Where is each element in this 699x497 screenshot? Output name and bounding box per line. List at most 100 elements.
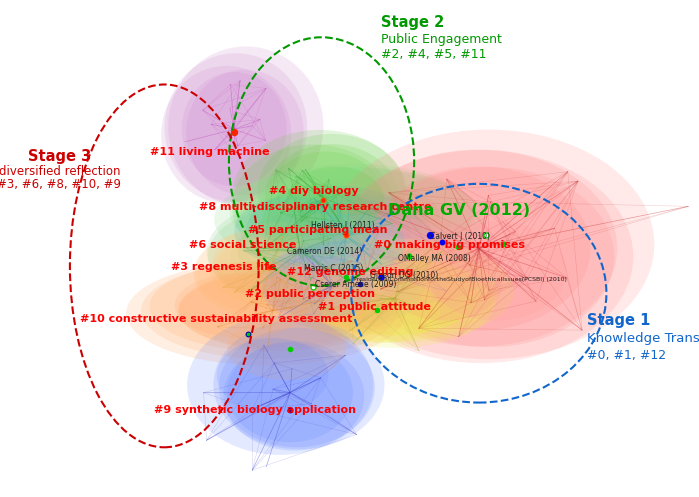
- Ellipse shape: [294, 236, 451, 318]
- Text: Knowledge Transfer: Knowledge Transfer: [587, 332, 699, 345]
- Text: Hellsten I (2011): Hellsten I (2011): [311, 221, 375, 230]
- Point: [243, 330, 254, 338]
- Ellipse shape: [207, 199, 393, 304]
- Ellipse shape: [231, 214, 387, 303]
- Text: Dana GV (2012): Dana GV (2012): [388, 203, 530, 218]
- Ellipse shape: [150, 262, 383, 351]
- Ellipse shape: [256, 168, 459, 250]
- Ellipse shape: [287, 166, 384, 236]
- Ellipse shape: [168, 46, 324, 206]
- Text: Stage 2: Stage 2: [381, 15, 444, 30]
- Ellipse shape: [259, 241, 424, 331]
- Point: [403, 252, 415, 260]
- Point: [424, 231, 435, 239]
- Point: [308, 283, 319, 291]
- Text: Stage 3: Stage 3: [28, 149, 91, 164]
- Ellipse shape: [161, 66, 291, 203]
- Point: [308, 283, 319, 291]
- Text: Marris C (2015): Marris C (2015): [304, 264, 363, 273]
- Point: [340, 231, 352, 239]
- Text: #12 genome editing: #12 genome editing: [287, 267, 413, 277]
- Point: [340, 231, 352, 239]
- Ellipse shape: [208, 207, 379, 304]
- Point: [452, 243, 463, 251]
- Ellipse shape: [246, 185, 422, 276]
- Text: PresidentialCommissionfortheStudyofBioethicalIssues(PCSBI) (2010): PresidentialCommissionfortheStudyofBioet…: [353, 277, 567, 282]
- Ellipse shape: [259, 179, 440, 253]
- Ellipse shape: [224, 341, 364, 451]
- Text: Cserer Amelie (2009): Cserer Amelie (2009): [315, 280, 396, 289]
- Ellipse shape: [279, 215, 469, 312]
- Ellipse shape: [193, 229, 348, 319]
- Text: #2, #4, #5, #11: #2, #4, #5, #11: [381, 48, 487, 61]
- Point: [264, 263, 275, 271]
- Ellipse shape: [217, 338, 329, 413]
- Ellipse shape: [301, 214, 405, 273]
- Text: Calvert J (2010): Calvert J (2010): [430, 232, 490, 241]
- Text: Stage 1: Stage 1: [587, 313, 651, 328]
- Ellipse shape: [126, 261, 405, 365]
- Text: #9 synthetic biology application: #9 synthetic biology application: [154, 405, 356, 415]
- Point: [243, 330, 254, 338]
- Ellipse shape: [210, 235, 328, 306]
- Ellipse shape: [227, 343, 353, 442]
- Point: [317, 196, 329, 204]
- Ellipse shape: [238, 210, 379, 292]
- Ellipse shape: [271, 246, 409, 323]
- Ellipse shape: [278, 196, 411, 267]
- Ellipse shape: [284, 194, 432, 272]
- Ellipse shape: [259, 214, 377, 278]
- Ellipse shape: [367, 166, 591, 331]
- Ellipse shape: [340, 150, 617, 346]
- Point: [354, 280, 366, 288]
- Ellipse shape: [219, 328, 375, 447]
- Ellipse shape: [281, 232, 454, 322]
- Ellipse shape: [296, 258, 495, 348]
- Ellipse shape: [287, 204, 405, 268]
- Ellipse shape: [276, 253, 388, 318]
- Ellipse shape: [262, 256, 374, 321]
- Ellipse shape: [213, 222, 343, 300]
- Point: [480, 231, 491, 239]
- Point: [375, 273, 387, 281]
- Ellipse shape: [426, 221, 566, 321]
- Ellipse shape: [273, 200, 434, 284]
- Ellipse shape: [279, 245, 498, 341]
- Text: #6 social science: #6 social science: [189, 240, 296, 249]
- Text: #3, #6, #8, #10, #9: #3, #6, #8, #10, #9: [0, 178, 122, 191]
- Ellipse shape: [363, 167, 614, 347]
- Text: Public Engagement: Public Engagement: [381, 33, 502, 46]
- Ellipse shape: [187, 316, 373, 455]
- Text: Gibson DG (2010): Gibson DG (2010): [370, 271, 439, 280]
- Ellipse shape: [232, 145, 394, 267]
- Ellipse shape: [276, 239, 514, 343]
- Ellipse shape: [234, 196, 353, 266]
- Point: [284, 406, 296, 414]
- Ellipse shape: [297, 244, 402, 308]
- Ellipse shape: [178, 269, 389, 351]
- Text: #2 public perception: #2 public perception: [245, 289, 375, 299]
- Ellipse shape: [195, 230, 338, 314]
- Ellipse shape: [141, 262, 398, 359]
- Ellipse shape: [258, 134, 405, 247]
- Ellipse shape: [266, 152, 384, 246]
- Ellipse shape: [227, 316, 346, 380]
- Ellipse shape: [265, 144, 398, 248]
- Text: #10 constructive sustainability assessment: #10 constructive sustainability assessme…: [80, 314, 353, 324]
- Ellipse shape: [164, 53, 307, 202]
- Ellipse shape: [259, 179, 350, 244]
- Point: [284, 345, 296, 353]
- Text: OMalley MA (2008): OMalley MA (2008): [398, 254, 471, 263]
- Point: [317, 196, 329, 204]
- Ellipse shape: [262, 184, 374, 258]
- Ellipse shape: [229, 164, 477, 261]
- Ellipse shape: [186, 70, 303, 195]
- Point: [372, 306, 383, 314]
- Ellipse shape: [353, 219, 493, 303]
- Point: [264, 263, 275, 271]
- Ellipse shape: [213, 320, 384, 449]
- Text: #8 multi-disciplinary research centre: #8 multi-disciplinary research centre: [199, 202, 432, 212]
- Text: #3 regenesis life: #3 regenesis life: [171, 262, 277, 272]
- Text: #0, #1, #12: #0, #1, #12: [587, 349, 666, 362]
- Ellipse shape: [214, 167, 483, 271]
